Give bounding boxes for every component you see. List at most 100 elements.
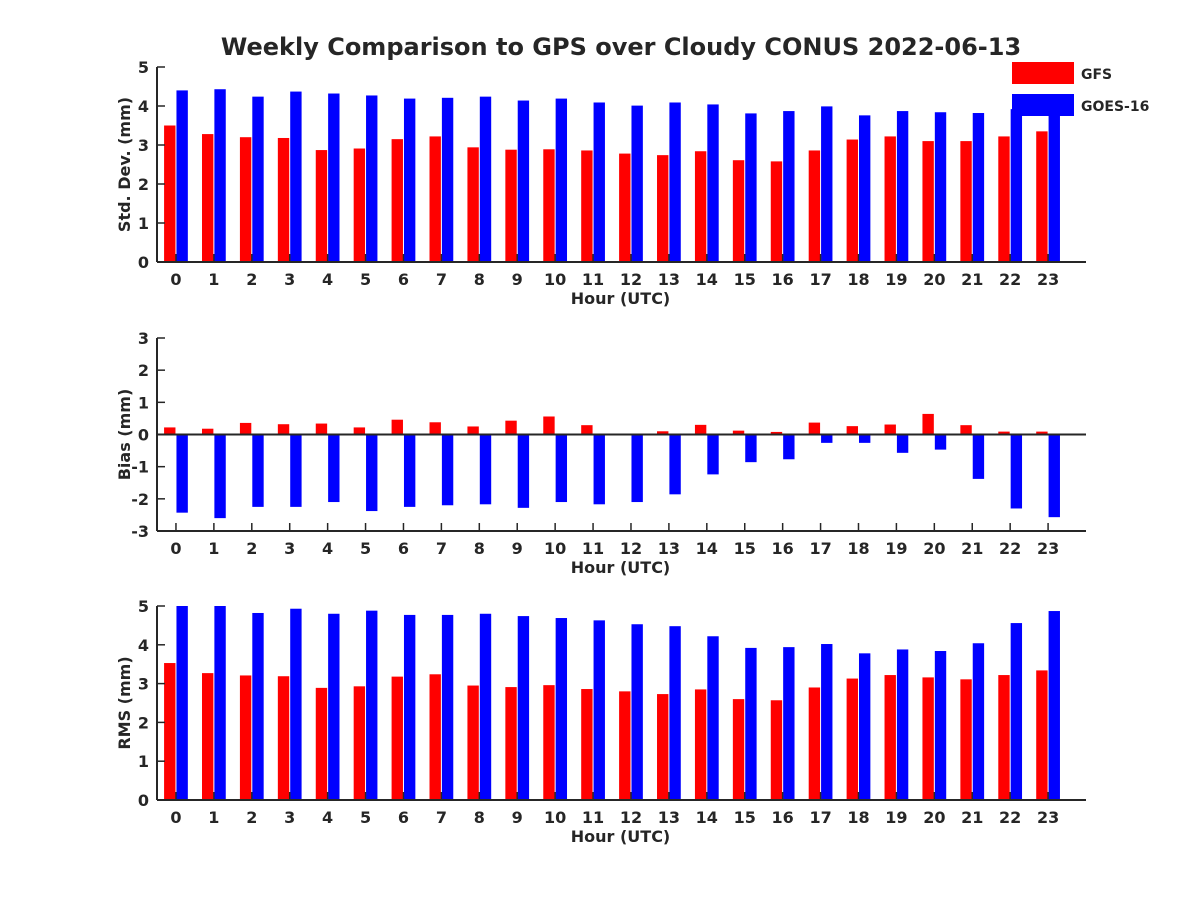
x-tick-label: 4: [322, 539, 333, 558]
bar-gfs-hour-1: [202, 134, 214, 262]
bar-gfs-hour-10: [543, 416, 555, 435]
bar-goes16-hour-6: [403, 98, 416, 262]
bar-gfs-hour-15: [732, 430, 745, 435]
bar-gfs-hour-6: [391, 676, 403, 800]
bar-goes16-hour-7: [441, 614, 454, 800]
bar-gfs-hour-0: [164, 427, 176, 435]
x-tick-label: 17: [809, 270, 831, 289]
bar-gfs-hour-17: [808, 150, 821, 262]
y-tick-label: 0: [138, 426, 149, 445]
x-tick-label: 16: [772, 270, 794, 289]
chart-title: Weekly Comparison to GPS over Cloudy CON…: [221, 33, 1021, 61]
x-tick-label: 11: [582, 270, 604, 289]
x-tick-label: 12: [620, 539, 642, 558]
x-tick-label: 5: [360, 808, 371, 827]
y-tick-label: 1: [138, 214, 149, 233]
bar-gfs-hour-17: [808, 422, 821, 435]
bar-goes16-hour-21: [972, 113, 985, 263]
x-tick-label: 23: [1037, 808, 1059, 827]
bar-goes16-hour-20: [934, 434, 947, 450]
bar-gfs-hour-4: [315, 687, 328, 800]
bar-goes16-hour-16: [783, 434, 795, 460]
bar-gfs-hour-8: [467, 685, 479, 800]
y-tick-label: 2: [138, 175, 149, 194]
x-tick-label: 20: [923, 539, 945, 558]
bar-goes16-hour-11: [593, 102, 605, 263]
legend-label-goes16: GOES-16: [1081, 99, 1149, 115]
bar-gfs-hour-7: [429, 674, 441, 800]
bar-goes16-hour-21: [972, 434, 985, 479]
x-tick-label: 0: [170, 539, 181, 558]
bar-gfs-hour-10: [543, 685, 555, 800]
bar-gfs-hour-22: [998, 431, 1010, 435]
y-tick-label: -1: [131, 458, 149, 477]
x-tick-label: 1: [208, 808, 219, 827]
bar-goes16-hour-5: [366, 95, 378, 262]
y-tick-label: -2: [131, 490, 149, 509]
bar-goes16-hour-9: [517, 434, 530, 508]
bar-gfs-hour-12: [619, 153, 631, 262]
x-tick-label: 1: [208, 270, 219, 289]
x-tick-label: 9: [512, 270, 523, 289]
bar-goes16-hour-14: [707, 434, 719, 475]
x-tick-label: 3: [284, 539, 295, 558]
bar-gfs-hour-8: [467, 147, 479, 262]
x-tick-label: 8: [474, 270, 485, 289]
bar-gfs-hour-4: [315, 150, 328, 262]
bar-gfs-hour-20: [922, 413, 934, 435]
bar-gfs-hour-0: [164, 663, 176, 800]
y-axis-label: Bias (mm): [115, 389, 134, 481]
bar-gfs-hour-15: [732, 699, 745, 800]
bar-goes16-hour-0: [176, 434, 188, 513]
bar-goes16-hour-11: [593, 434, 605, 505]
x-tick-label: 2: [246, 808, 257, 827]
x-tick-label: 11: [582, 808, 604, 827]
bar-gfs-hour-18: [846, 139, 858, 262]
bar-goes16-hour-1: [214, 89, 226, 262]
bar-goes16-hour-2: [252, 96, 264, 262]
x-tick-label: 15: [734, 539, 756, 558]
bar-goes16-hour-22: [1010, 109, 1023, 263]
bar-goes16-hour-17: [821, 434, 833, 443]
bar-gfs-hour-3: [277, 137, 290, 262]
bar-goes16-hour-4: [328, 434, 340, 503]
bar-gfs-hour-23: [1036, 670, 1048, 800]
bar-gfs-hour-7: [429, 422, 441, 435]
bar-gfs-hour-23: [1036, 431, 1048, 435]
x-tick-label: 23: [1037, 270, 1059, 289]
bar-gfs-hour-17: [808, 687, 821, 800]
bar-gfs-hour-12: [619, 691, 631, 800]
x-tick-label: 21: [961, 539, 983, 558]
x-tick-label: 22: [999, 270, 1021, 289]
bar-gfs-hour-16: [770, 431, 783, 435]
bar-goes16-hour-3: [290, 608, 302, 800]
bar-goes16-hour-13: [669, 434, 681, 495]
y-axis-label: RMS (mm): [115, 656, 134, 749]
bar-goes16-hour-17: [821, 106, 833, 262]
bar-gfs-hour-21: [960, 141, 972, 262]
y-tick-label: 3: [138, 675, 149, 694]
bar-goes16-hour-0: [176, 606, 188, 800]
bar-gfs-hour-13: [657, 431, 669, 435]
x-tick-label: 2: [246, 270, 257, 289]
x-tick-label: 18: [847, 539, 869, 558]
bar-gfs-hour-9: [505, 149, 517, 262]
bar-gfs-hour-14: [694, 689, 707, 800]
bar-gfs-hour-11: [581, 150, 593, 262]
x-axis-label: Hour (UTC): [571, 827, 671, 846]
x-tick-label: 8: [474, 808, 485, 827]
x-axis-label: Hour (UTC): [571, 558, 671, 577]
bar-gfs-hour-7: [429, 136, 441, 262]
bar-goes16-hour-23: [1048, 110, 1060, 262]
bar-gfs-hour-3: [277, 424, 290, 435]
y-tick-label: 2: [138, 713, 149, 732]
y-axis-label: Std. Dev. (mm): [115, 97, 134, 232]
x-tick-label: 17: [809, 808, 831, 827]
y-tick-label: -3: [131, 522, 149, 541]
x-tick-label: 0: [170, 270, 181, 289]
x-tick-label: 19: [885, 539, 907, 558]
bar-goes16-hour-5: [366, 434, 378, 512]
x-tick-label: 6: [398, 539, 409, 558]
